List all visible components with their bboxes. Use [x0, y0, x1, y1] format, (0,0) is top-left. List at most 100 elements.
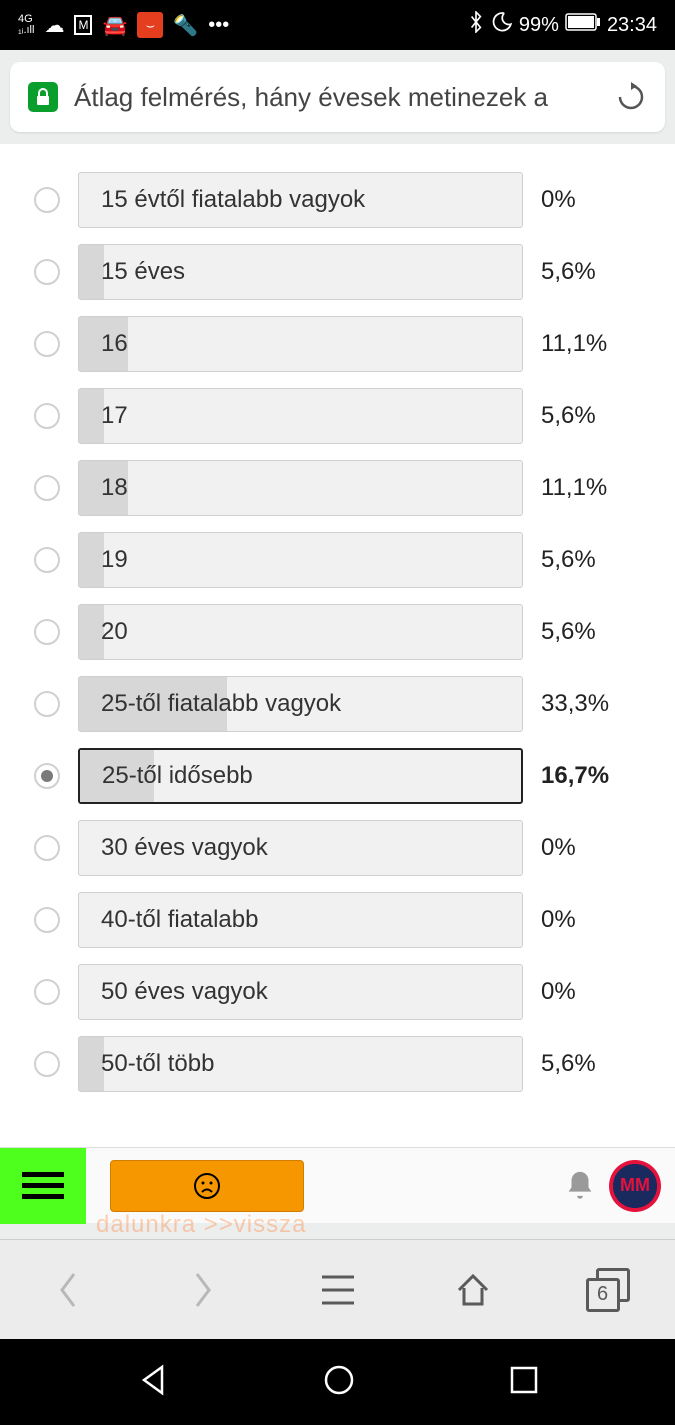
radio-button[interactable] — [34, 475, 60, 501]
poll-percentage: 5,6% — [541, 402, 641, 430]
network-indicator: 4G ₁ᵢ.ıll — [18, 14, 34, 36]
browser-viewport: Átlag felmérés, hány évesek metinezek a … — [0, 50, 675, 1339]
poll-option-row[interactable]: 15 éves 5,6% — [34, 244, 641, 300]
poll-option-row[interactable]: 30 éves vagyok 0% — [34, 820, 641, 876]
sys-recent-button[interactable] — [509, 1365, 539, 1400]
moon-icon — [491, 11, 513, 39]
radio-button[interactable] — [34, 619, 60, 645]
poll-option-row[interactable]: 40-től fiatalabb 0% — [34, 892, 641, 948]
refresh-button[interactable] — [615, 81, 647, 113]
poll-option-label: 15 éves — [79, 258, 185, 286]
status-right: 99% 23:34 — [467, 11, 657, 39]
lock-icon — [28, 82, 58, 112]
radio-button[interactable] — [34, 331, 60, 357]
radio-button[interactable] — [34, 691, 60, 717]
notifications-icon[interactable] — [563, 1169, 597, 1203]
poll-option-row[interactable]: 25-től idősebb 16,7% — [34, 748, 641, 804]
poll-bar: 19 — [78, 532, 523, 588]
radio-button[interactable] — [34, 259, 60, 285]
back-button[interactable] — [46, 1268, 90, 1312]
sys-home-button[interactable] — [322, 1363, 356, 1402]
poll-bar: 25-től idősebb — [78, 748, 523, 804]
poll-percentage: 0% — [541, 906, 641, 934]
more-icon: ••• — [208, 14, 229, 37]
avatar-text: MM — [620, 1175, 650, 1196]
poll-bar: 25-től fiatalabb vagyok — [78, 676, 523, 732]
home-button[interactable] — [451, 1268, 495, 1312]
app-notif-icon: ⌣ — [137, 12, 163, 38]
poll-percentage: 0% — [541, 978, 641, 1006]
poll-option-label: 25-től idősebb — [80, 762, 253, 790]
poll-bar: 18 — [78, 460, 523, 516]
poll-bar: 30 éves vagyok — [78, 820, 523, 876]
cut-off-link-text: dalunkra >>vissza — [0, 1211, 675, 1239]
poll-bar: 20 — [78, 604, 523, 660]
poll-option-label: 17 — [79, 402, 128, 430]
poll-option-row[interactable]: 20 5,6% — [34, 604, 641, 660]
poll-bar: 50-től több — [78, 1036, 523, 1092]
poll-option-row[interactable]: 17 5,6% — [34, 388, 641, 444]
poll-option-label: 19 — [79, 546, 128, 574]
poll-option-label: 18 — [79, 474, 128, 502]
poll-option-row[interactable]: 50 éves vagyok 0% — [34, 964, 641, 1020]
tab-count-label: 6 — [586, 1278, 620, 1312]
poll-option-label: 40-től fiatalabb — [79, 906, 258, 934]
car-icon: 🚘 — [102, 13, 127, 38]
url-bar[interactable]: Átlag felmérés, hány évesek metinezek a — [10, 62, 665, 132]
browser-bottom-nav: 6 — [0, 1239, 675, 1339]
poll-option-label: 20 — [79, 618, 128, 646]
browser-menu-button[interactable] — [316, 1268, 360, 1312]
cloud-icon: ☁ — [44, 13, 64, 38]
poll-option-row[interactable]: 50-től több 5,6% — [34, 1036, 641, 1092]
poll-percentage: 0% — [541, 186, 641, 214]
poll-option-label: 30 éves vagyok — [79, 834, 268, 862]
android-nav-bar — [0, 1339, 675, 1425]
radio-button[interactable] — [34, 403, 60, 429]
sys-back-button[interactable] — [136, 1363, 170, 1402]
radio-button[interactable] — [34, 547, 60, 573]
android-status-bar: 4G ₁ᵢ.ıll ☁ M 🚘 ⌣ 🔦 ••• 99% 23:34 — [0, 0, 675, 50]
poll-percentage: 11,1% — [541, 474, 641, 502]
poll-bar: 50 éves vagyok — [78, 964, 523, 1020]
poll-option-label: 50-től több — [79, 1050, 214, 1078]
poll-option-label: 15 évtől fiatalabb vagyok — [79, 186, 365, 214]
status-left: 4G ₁ᵢ.ıll ☁ M 🚘 ⌣ 🔦 ••• — [18, 12, 229, 38]
poll-bar: 17 — [78, 388, 523, 444]
poll-option-label: 50 éves vagyok — [79, 978, 268, 1006]
poll-option-row[interactable]: 19 5,6% — [34, 532, 641, 588]
poll-percentage: 5,6% — [541, 258, 641, 286]
poll-option-row[interactable]: 16 11,1% — [34, 316, 641, 372]
poll-percentage: 5,6% — [541, 1050, 641, 1078]
tabs-button[interactable]: 6 — [586, 1268, 630, 1312]
radio-button[interactable] — [34, 1051, 60, 1077]
poll-percentage: 0% — [541, 834, 641, 862]
flashlight-icon: 🔦 — [173, 13, 198, 38]
radio-button[interactable] — [34, 835, 60, 861]
battery-pct: 99% — [519, 14, 559, 37]
poll-percentage: 16,7% — [541, 762, 641, 790]
poll-percentage: 11,1% — [541, 330, 641, 358]
poll-percentage: 5,6% — [541, 546, 641, 574]
url-bar-container: Átlag felmérés, hány évesek metinezek a — [0, 50, 675, 144]
page-title: Átlag felmérés, hány évesek metinezek a — [74, 82, 599, 113]
battery-icon — [565, 13, 601, 37]
poll-percentage: 5,6% — [541, 618, 641, 646]
poll-option-label: 25-től fiatalabb vagyok — [79, 690, 341, 718]
poll-option-row[interactable]: 15 évtől fiatalabb vagyok 0% — [34, 172, 641, 228]
sad-face-icon — [192, 1171, 222, 1201]
poll-bar: 15 éves — [78, 244, 523, 300]
radio-button[interactable] — [34, 907, 60, 933]
bluetooth-icon — [467, 11, 485, 39]
poll-content: 15 évtől fiatalabb vagyok 0% 15 éves 5,6% 16… — [0, 144, 675, 1147]
reaction-button[interactable] — [110, 1160, 304, 1212]
radio-button[interactable] — [34, 187, 60, 213]
poll-option-row[interactable]: 18 11,1% — [34, 460, 641, 516]
user-avatar[interactable]: MM — [609, 1160, 661, 1212]
poll-option-row[interactable]: 25-től fiatalabb vagyok33,3% — [34, 676, 641, 732]
poll-bar: 15 évtől fiatalabb vagyok — [78, 172, 523, 228]
poll-bar: 40-től fiatalabb — [78, 892, 523, 948]
radio-button[interactable] — [34, 979, 60, 1005]
radio-button[interactable] — [34, 763, 60, 789]
poll-option-label: 16 — [79, 330, 128, 358]
forward-button[interactable] — [181, 1268, 225, 1312]
